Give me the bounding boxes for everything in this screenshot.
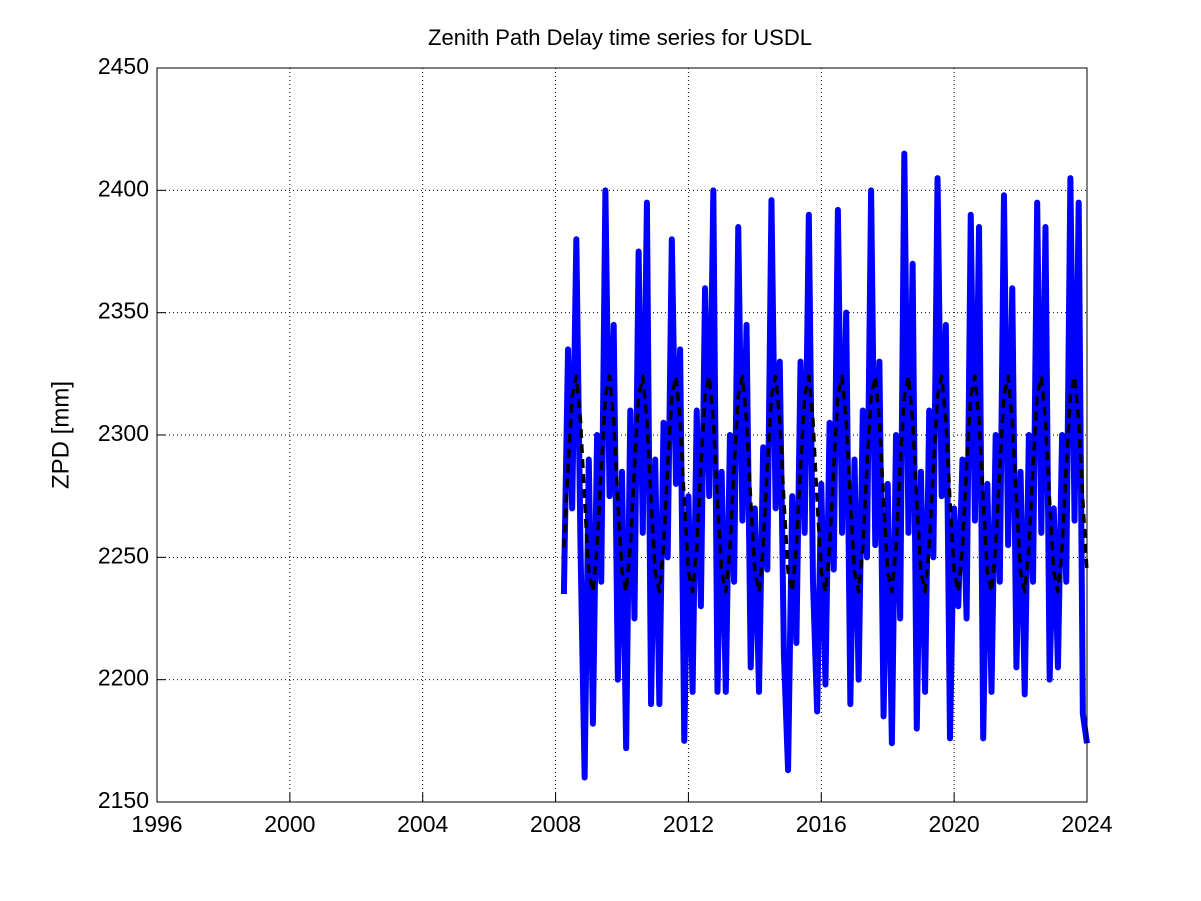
x-tick-label: 2024 bbox=[1061, 811, 1112, 837]
y-tick-label: 2400 bbox=[98, 175, 149, 201]
y-tick-label: 2150 bbox=[98, 787, 149, 813]
x-tick-label: 2004 bbox=[397, 811, 448, 837]
y-tick-label: 2200 bbox=[98, 665, 149, 691]
y-tick-label: 2350 bbox=[98, 298, 149, 324]
chart-title: Zenith Path Delay time series for USDL bbox=[428, 25, 812, 50]
y-tick-label: 2250 bbox=[98, 542, 149, 568]
x-tick-label: 2008 bbox=[530, 811, 581, 837]
x-tick-label: 2020 bbox=[929, 811, 980, 837]
x-tick-label: 2012 bbox=[663, 811, 714, 837]
x-tick-label: 2016 bbox=[796, 811, 847, 837]
y-tick-label: 2300 bbox=[98, 420, 149, 446]
data-line bbox=[562, 374, 1089, 594]
y-tick-label: 2450 bbox=[98, 53, 149, 79]
x-tick-label: 1996 bbox=[131, 811, 182, 837]
data-line bbox=[560, 150, 1090, 781]
y-axis-label: ZPD [mm] bbox=[47, 381, 74, 489]
axes-box bbox=[156, 67, 1088, 803]
x-tick-label: 2000 bbox=[264, 811, 315, 837]
